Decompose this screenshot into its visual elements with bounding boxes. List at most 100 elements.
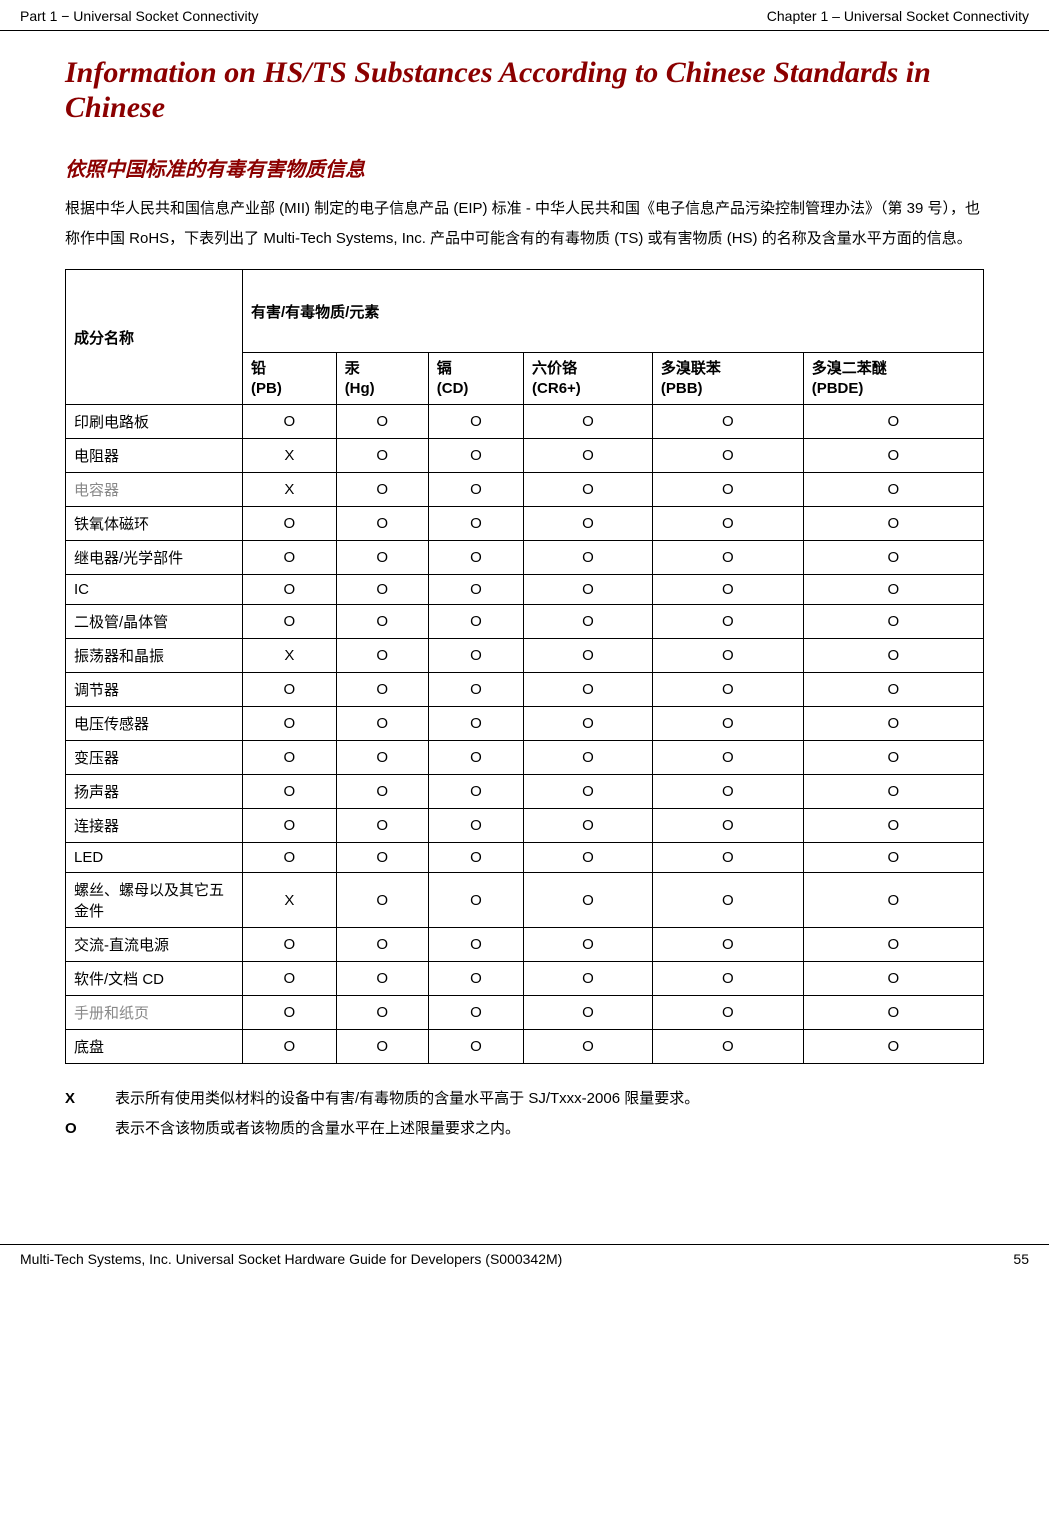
cell-value: O: [243, 843, 337, 873]
cell-value: O: [243, 575, 337, 605]
cell-value: O: [524, 928, 653, 962]
cell-value: O: [243, 928, 337, 962]
row-name: 继电器/光学部件: [66, 541, 243, 575]
cell-value: O: [243, 775, 337, 809]
cell-value: O: [803, 575, 983, 605]
cell-value: O: [428, 775, 523, 809]
table-row: 变压器OOOOOO: [66, 741, 984, 775]
legend-x-symbol: X: [65, 1084, 85, 1114]
table-row: 调节器OOOOOO: [66, 673, 984, 707]
cell-value: O: [652, 741, 803, 775]
row-name: 软件/文档 CD: [66, 962, 243, 996]
cell-value: O: [524, 507, 653, 541]
cell-value: O: [428, 405, 523, 439]
row-name: IC: [66, 575, 243, 605]
cell-value: O: [803, 873, 983, 928]
cell-value: O: [428, 605, 523, 639]
cell-value: O: [803, 1030, 983, 1064]
cell-value: O: [336, 439, 428, 473]
cell-value: O: [336, 575, 428, 605]
cell-value: O: [243, 541, 337, 575]
cell-value: O: [803, 673, 983, 707]
cell-value: O: [803, 605, 983, 639]
cell-value: O: [336, 473, 428, 507]
row-name: 调节器: [66, 673, 243, 707]
row-name: 扬声器: [66, 775, 243, 809]
cell-value: O: [428, 843, 523, 873]
table-row: 扬声器OOOOOO: [66, 775, 984, 809]
cell-value: O: [428, 996, 523, 1030]
cell-value: O: [336, 639, 428, 673]
legend: X 表示所有使用类似材料的设备中有害/有毒物质的含量水平高于 SJ/Txxx-2…: [65, 1084, 984, 1144]
row-name: 电容器: [66, 473, 243, 507]
cell-value: O: [652, 707, 803, 741]
cell-value: O: [524, 673, 653, 707]
legend-o-symbol: O: [65, 1114, 85, 1144]
cell-value: O: [336, 996, 428, 1030]
cell-value: O: [524, 873, 653, 928]
cell-value: X: [243, 639, 337, 673]
table-column-header: 多溴二苯醚(PBDE): [803, 353, 983, 405]
table-column-header: 六价铬(CR6+): [524, 353, 653, 405]
cell-value: O: [652, 639, 803, 673]
row-name: 电阻器: [66, 439, 243, 473]
cell-value: O: [803, 809, 983, 843]
cell-value: O: [336, 873, 428, 928]
footer-right: 55: [1013, 1251, 1029, 1267]
cell-value: O: [803, 928, 983, 962]
table-row: 电容器XOOOOO: [66, 473, 984, 507]
cell-value: O: [803, 639, 983, 673]
row-name: 二极管/晶体管: [66, 605, 243, 639]
cell-value: O: [428, 575, 523, 605]
cell-value: O: [243, 996, 337, 1030]
table-row: 螺丝、螺母以及其它五金件XOOOOO: [66, 873, 984, 928]
cell-value: O: [524, 575, 653, 605]
cell-value: O: [652, 962, 803, 996]
intro-paragraph: 根据中华人民共和国信息产业部 (MII) 制定的电子信息产品 (EIP) 标准 …: [65, 194, 984, 254]
cell-value: O: [803, 707, 983, 741]
cell-value: O: [428, 809, 523, 843]
table-group-header: 有害/有毒物质/元素: [243, 270, 984, 353]
cell-value: O: [803, 541, 983, 575]
page-title: Information on HS/TS Substances Accordin…: [65, 56, 984, 125]
table-row: 二极管/晶体管OOOOOO: [66, 605, 984, 639]
table-column-header: 多溴联苯(PBB): [652, 353, 803, 405]
table-column-header: 镉(CD): [428, 353, 523, 405]
table-row: 铁氧体磁环OOOOOO: [66, 507, 984, 541]
page-subtitle: 依照中国标准的有毒有害物质信息: [65, 153, 984, 182]
cell-value: O: [336, 507, 428, 541]
cell-value: O: [243, 741, 337, 775]
row-name: 手册和纸页: [66, 996, 243, 1030]
table-column-header: 汞(Hg): [336, 353, 428, 405]
row-name: 螺丝、螺母以及其它五金件: [66, 873, 243, 928]
cell-value: O: [243, 707, 337, 741]
cell-value: O: [243, 507, 337, 541]
table-row: 电压传感器OOOOOO: [66, 707, 984, 741]
cell-value: O: [243, 605, 337, 639]
cell-value: O: [803, 507, 983, 541]
row-name: 电压传感器: [66, 707, 243, 741]
table-row: 软件/文档 CDOOOOOO: [66, 962, 984, 996]
cell-value: O: [243, 1030, 337, 1064]
row-name: 交流-直流电源: [66, 928, 243, 962]
cell-value: O: [652, 928, 803, 962]
cell-value: O: [336, 673, 428, 707]
cell-value: O: [524, 741, 653, 775]
cell-value: O: [803, 962, 983, 996]
row-name: 铁氧体磁环: [66, 507, 243, 541]
legend-o-text: 表示不含该物质或者该物质的含量水平在上述限量要求之内。: [115, 1114, 520, 1144]
cell-value: O: [524, 473, 653, 507]
cell-value: O: [524, 639, 653, 673]
cell-value: O: [336, 605, 428, 639]
table-row: 手册和纸页OOOOOO: [66, 996, 984, 1030]
cell-value: O: [652, 673, 803, 707]
table-row: ICOOOOOO: [66, 575, 984, 605]
cell-value: O: [803, 741, 983, 775]
table-row: LEDOOOOOO: [66, 843, 984, 873]
cell-value: O: [652, 605, 803, 639]
row-name: 印刷电路板: [66, 405, 243, 439]
cell-value: O: [336, 707, 428, 741]
cell-value: O: [524, 439, 653, 473]
cell-value: O: [336, 928, 428, 962]
legend-x-text: 表示所有使用类似材料的设备中有害/有毒物质的含量水平高于 SJ/Txxx-200…: [115, 1084, 699, 1114]
